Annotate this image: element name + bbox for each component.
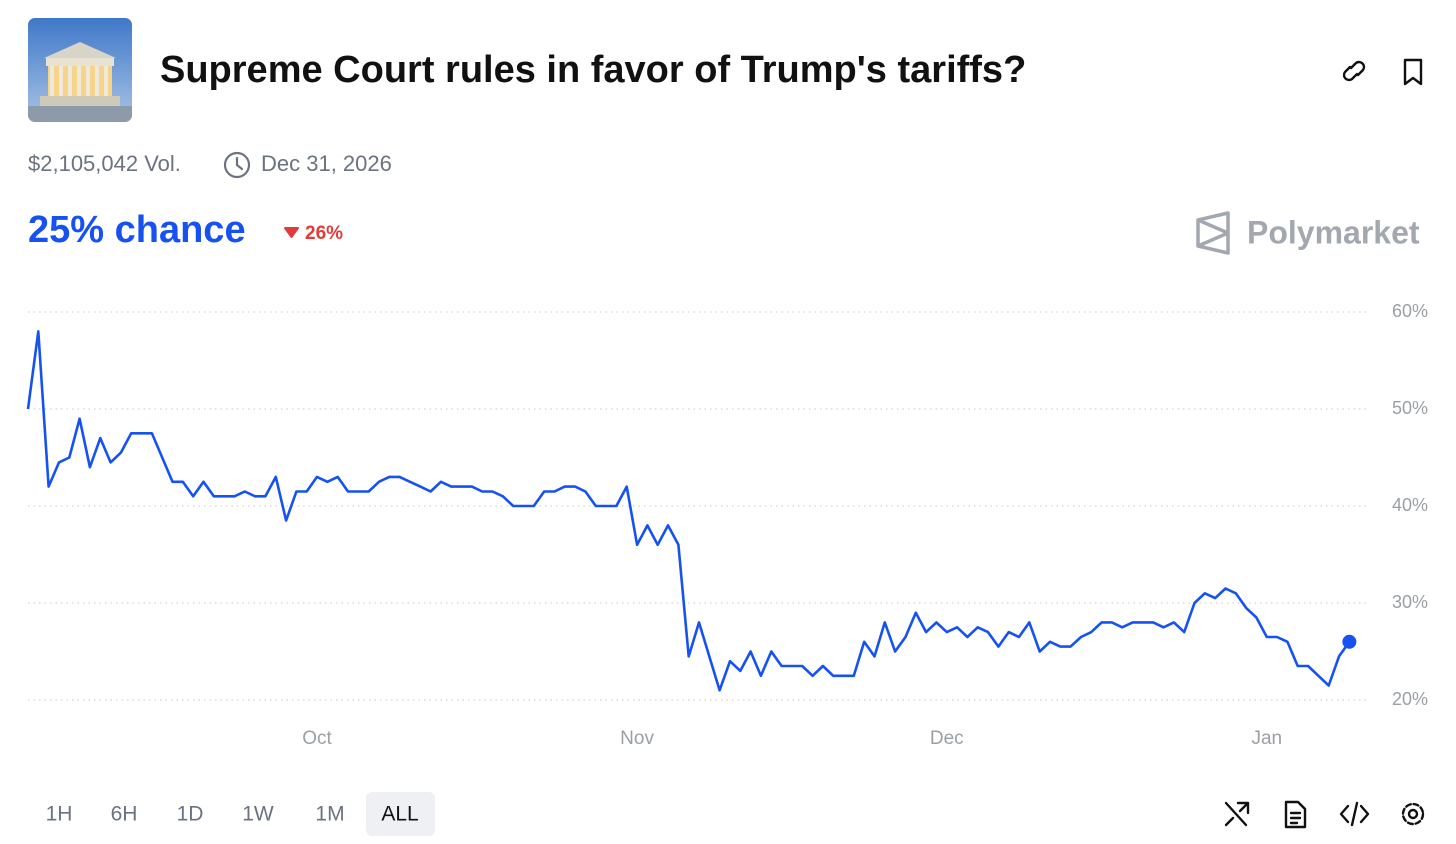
end-date: Dec 31, 2026 [261, 151, 392, 176]
document-icon[interactable] [1284, 800, 1307, 829]
volume: $2,105,042 Vol. [28, 151, 181, 176]
chart: 20% 30% 40% 50% 60% Oct Nov Dec Jan [26, 301, 1428, 749]
shuffle-icon[interactable] [1224, 801, 1250, 827]
y-tick-label: 50% [1392, 398, 1428, 418]
time-range-button[interactable]: ALL [381, 803, 418, 826]
time-range-button[interactable]: 1H [46, 803, 73, 826]
y-tick-label: 30% [1392, 592, 1428, 612]
x-tick-label: Jan [1251, 728, 1282, 749]
y-tick-label: 60% [1392, 301, 1428, 321]
x-tick-label: Nov [620, 728, 654, 749]
market-title: Supreme Court rules in favor of Trump's … [160, 49, 1026, 91]
clock-icon [223, 151, 251, 179]
embed-icon[interactable] [1339, 801, 1370, 827]
brand-logo [1196, 211, 1230, 255]
link-icon[interactable] [1342, 60, 1366, 82]
time-range-button[interactable]: 1M [315, 803, 344, 826]
time-range-selector: 1H 6H 1D 1W 1M ALL [46, 792, 435, 836]
brand: Polymarket [1247, 214, 1420, 250]
y-tick-label: 40% [1392, 495, 1428, 515]
change: 26% [305, 223, 343, 244]
bookmark-icon[interactable] [1403, 58, 1423, 86]
down-arrow [284, 227, 299, 238]
x-tick-label: Dec [930, 728, 964, 749]
y-tick-label: 20% [1392, 689, 1428, 709]
x-tick-label: Oct [302, 728, 332, 749]
price-line [26, 330, 1351, 692]
settings-icon[interactable] [1401, 802, 1425, 826]
chance: 25% chance [28, 209, 246, 251]
time-range-button[interactable]: 1W [242, 803, 274, 826]
active-range-bg [366, 792, 435, 836]
last-point [1342, 634, 1357, 649]
time-range-button[interactable]: 1D [177, 803, 204, 826]
market-image [28, 18, 132, 122]
time-range-button[interactable]: 6H [111, 803, 138, 826]
